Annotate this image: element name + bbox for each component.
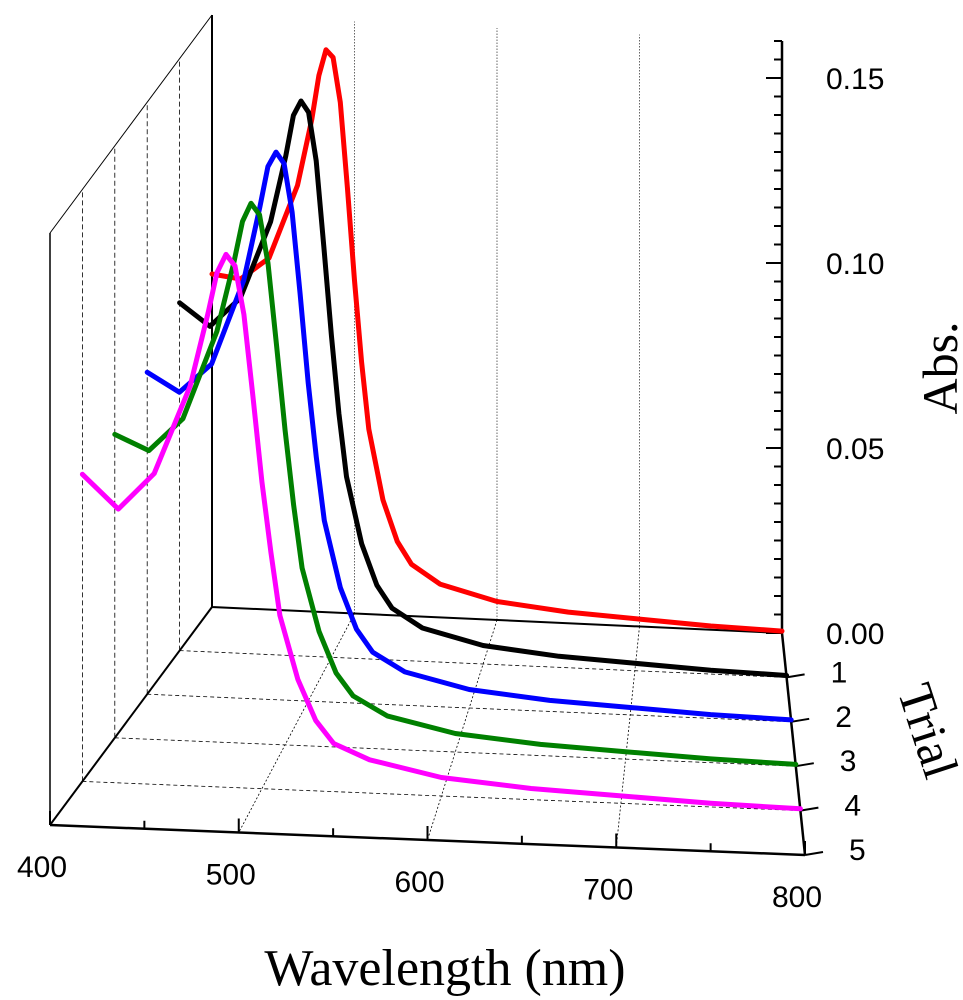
trial-axis-title: Trial [887,677,963,785]
x-tick-label: 400 [17,851,67,884]
series-line-trial-1 [209,47,785,634]
y-tick-label: 0.15 [826,63,884,96]
x-tick-label: 800 [772,881,822,914]
series-line-trial-5 [79,251,803,812]
floor-row-gridline [114,737,796,767]
series-layer [79,47,803,812]
trial-tick-label: 4 [844,790,861,823]
x-tick-label: 700 [583,874,633,907]
y-tick-label: 0.00 [826,618,884,651]
trial-tick-mark [795,762,814,768]
trial-tick-mark [804,851,824,856]
x-tick-label: 500 [206,859,256,892]
series-line-trial-2 [177,98,790,678]
trial-tick-label: 1 [831,656,848,689]
trial-tick-mark [800,806,819,812]
floor-left-edge [49,606,213,826]
floor-col-gridline [238,613,355,833]
series-line-trial-3 [144,149,794,723]
chart-axes: 400 500 600 700 800 0.00 0.05 0.10 0.15 1 2 3 4 5 [17,40,884,914]
chart-walls [49,14,783,825]
side-wall-top-edge [49,14,213,234]
trial-tick-mark [791,717,810,723]
x-tick-label: 600 [394,866,444,899]
trial-tick-label: 2 [835,701,852,734]
x-axis-title: Wavelength (nm) [264,940,625,997]
series-line-trial-4 [112,200,799,767]
trial-tick-mark [786,673,805,679]
y-axis-title: Abs. [912,321,963,414]
y-tick-label: 0.05 [826,433,884,466]
trial-tick-label: 3 [840,745,857,778]
trial-tick-label: 5 [849,834,866,867]
y-tick-label: 0.10 [826,248,884,281]
floor-row-gridline [179,650,787,678]
trial-axis-line [780,632,807,856]
floor-col-gridline [427,619,498,841]
chart-labels: Wavelength (nm) Abs. Trial [264,321,963,997]
